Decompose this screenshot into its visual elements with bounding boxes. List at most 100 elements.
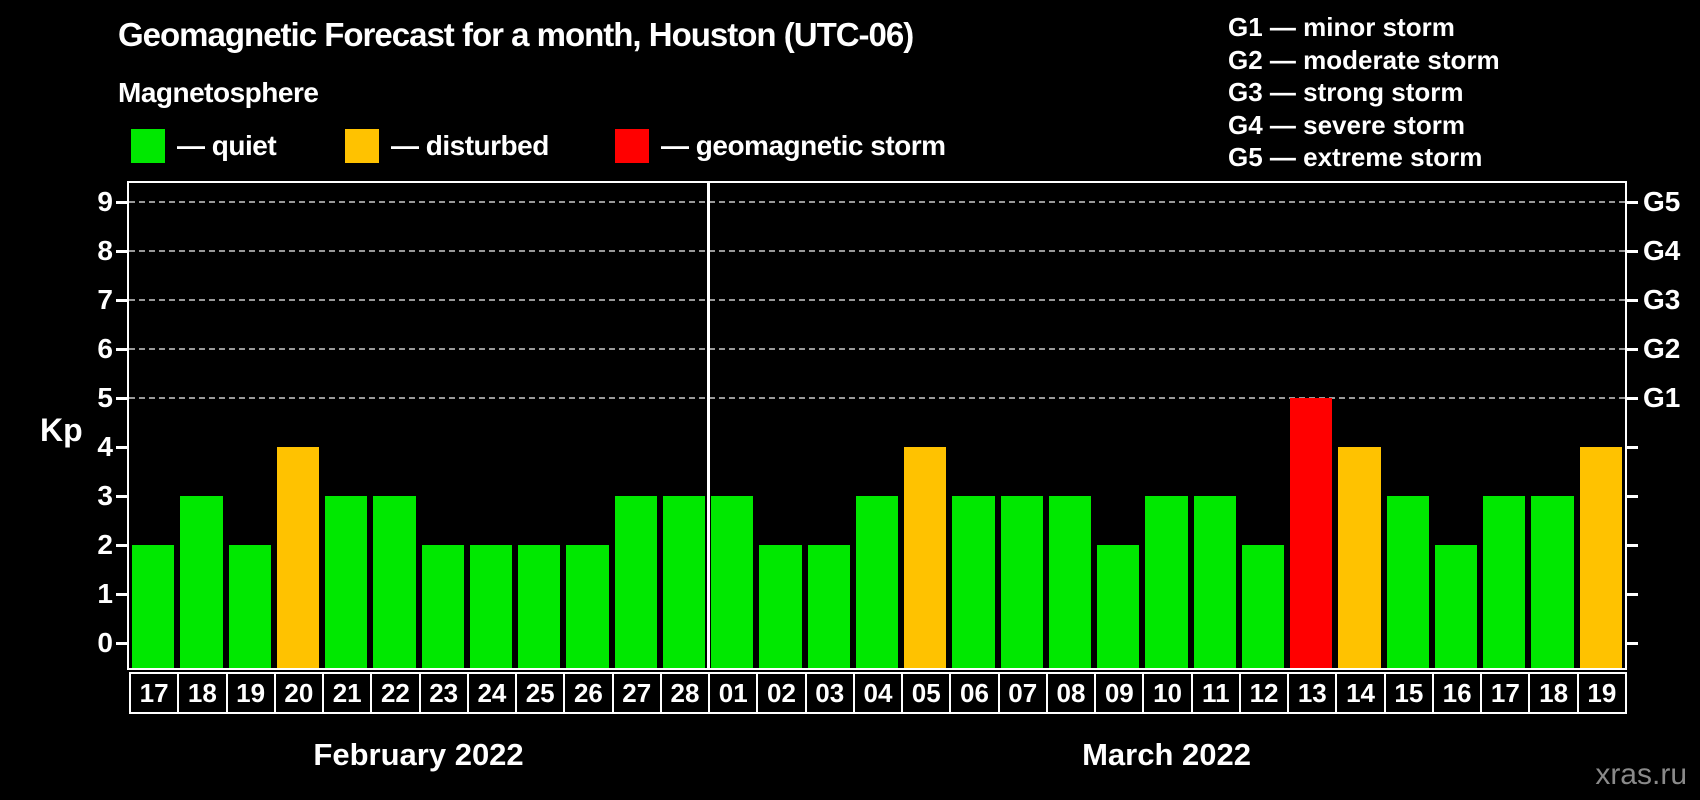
y-tick-left	[116, 249, 129, 253]
kp-bar	[662, 496, 706, 668]
kp-bar	[1338, 447, 1381, 668]
y-tick-left	[116, 200, 129, 204]
day-cell: 15	[1383, 672, 1434, 714]
y-tick-right	[1625, 494, 1638, 498]
kp-bar	[566, 545, 609, 668]
day-cell: 28	[659, 672, 711, 714]
y-tick-label: 8	[97, 235, 113, 267]
y-tick-left	[116, 445, 129, 449]
day-cell: 23	[418, 672, 469, 714]
day-cell: 26	[563, 672, 614, 714]
y-tick-label: 4	[97, 431, 113, 463]
y-tick-right	[1625, 641, 1638, 645]
day-cell: 06	[949, 672, 1000, 714]
kp-bar	[276, 447, 320, 668]
y-tick-right	[1625, 543, 1638, 547]
kp-bar	[1193, 496, 1236, 668]
day-cell: 03	[804, 672, 855, 714]
g-legend-item-3: G3 — strong storm	[1228, 77, 1464, 107]
kp-bar	[373, 496, 416, 668]
y-tick-label: 2	[97, 529, 113, 561]
g-legend-item-4: G4 — severe storm	[1228, 109, 1466, 140]
kp-bar	[325, 496, 368, 668]
y-tick-label: 9	[97, 186, 113, 218]
y-tick-right	[1625, 347, 1638, 351]
day-cell: 27	[611, 672, 662, 714]
g-axis-label-G1: G1	[1643, 382, 1681, 414]
kp-bar	[904, 447, 947, 668]
kp-bar	[952, 496, 995, 668]
day-cell: 21	[322, 672, 373, 714]
gridline-kp8	[129, 250, 1625, 253]
g-axis-label-G4: G4	[1643, 235, 1681, 267]
day-cell: 19	[225, 672, 276, 714]
kp-bar	[1097, 545, 1140, 668]
y-tick-left	[116, 592, 129, 596]
kp-bar	[1290, 398, 1333, 668]
day-cell: 16	[1431, 672, 1483, 714]
g-legend-item-1: G1 — minor storm	[1228, 12, 1455, 42]
day-cell: 19	[1576, 672, 1627, 714]
y-tick-label: 5	[97, 382, 113, 414]
legend-label-disturbed: — disturbed	[391, 130, 549, 161]
day-cell: 05	[901, 672, 952, 714]
g-legend-item-2: G2 — moderate storm	[1228, 44, 1500, 75]
legend-label-quiet: — quiet	[177, 130, 277, 161]
kp-bar	[421, 545, 464, 668]
g-axis-label-G2: G2	[1643, 333, 1681, 365]
kp-bar	[614, 496, 657, 668]
day-cell: 17	[129, 672, 180, 714]
y-tick-left	[116, 347, 129, 351]
day-cell: 20	[273, 672, 325, 714]
kp-bar	[469, 545, 513, 668]
g-legend-item-5: G5 — extreme storm	[1228, 142, 1483, 172]
day-cell: 18	[1528, 672, 1579, 714]
y-tick-right	[1625, 249, 1638, 253]
kp-bar	[1386, 496, 1429, 668]
y-tick-left	[116, 543, 129, 547]
y-tick-label: 1	[97, 578, 113, 610]
day-cell: 13	[1287, 672, 1338, 714]
kp-bar	[807, 545, 850, 668]
kp-bar	[1579, 447, 1622, 668]
legend-swatch-quiet	[131, 129, 165, 163]
y-tick-left	[116, 494, 129, 498]
y-tick-label: 3	[97, 480, 113, 512]
gridline-kp6	[129, 348, 1625, 351]
kp-bar	[1241, 545, 1285, 668]
y-tick-label: 0	[97, 627, 113, 658]
kp-bar	[1434, 545, 1478, 668]
day-cell: 25	[515, 672, 566, 714]
day-cell: 14	[1335, 672, 1386, 714]
month-label: February 2022	[313, 737, 524, 772]
gridline-kp9	[129, 201, 1625, 204]
kp-bar	[711, 496, 754, 668]
day-cell: 11	[1190, 672, 1241, 714]
kp-bar	[228, 545, 271, 668]
day-cell: 24	[466, 672, 518, 714]
kp-bar	[132, 545, 175, 668]
y-tick-left	[116, 641, 129, 645]
legend-swatch-disturbed	[345, 129, 379, 163]
day-cell: 09	[1094, 672, 1145, 714]
y-tick-label: 6	[97, 333, 113, 365]
y-tick-right	[1625, 396, 1638, 400]
y-tick-right	[1625, 200, 1638, 204]
day-cell: 22	[370, 672, 421, 714]
kp-bar	[759, 545, 802, 668]
kp-bar	[1531, 496, 1574, 668]
day-cell: 04	[852, 672, 904, 714]
y-tick-label: 7	[97, 284, 113, 316]
day-cell: 10	[1142, 672, 1193, 714]
y-tick-left	[116, 396, 129, 400]
day-cell: 02	[756, 672, 807, 714]
y-tick-right	[1625, 445, 1638, 449]
g-axis-label-G3: G3	[1643, 284, 1681, 316]
kp-axis-label: Kp	[40, 412, 83, 448]
chart-title: Geomagnetic Forecast for a month, Housto…	[118, 16, 914, 53]
legend-label-storm: — geomagnetic storm	[661, 130, 946, 161]
y-tick-right	[1625, 592, 1638, 596]
kp-bar	[1145, 496, 1188, 668]
day-cell: 12	[1238, 672, 1290, 714]
